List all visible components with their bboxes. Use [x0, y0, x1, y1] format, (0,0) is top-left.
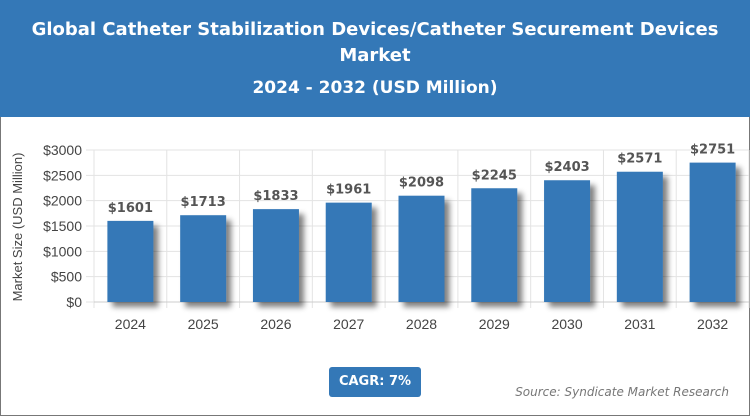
source-note: Source: Syndicate Market Research [515, 385, 729, 399]
y-axis-label: Market Size (USD Million) [10, 153, 25, 302]
x-tick-label: 2032 [697, 316, 728, 332]
x-tick-label: 2027 [333, 316, 364, 332]
bar-chart: Market Size (USD Million) $0 $500 $1000 $15… [10, 142, 750, 332]
data-label: $2245 [472, 168, 517, 183]
data-label: $2403 [544, 160, 589, 175]
y-tick-label: $2500 [43, 167, 82, 183]
x-tick-label: 2028 [406, 316, 437, 332]
bar [689, 162, 736, 302]
bar [325, 202, 372, 302]
data-label: $1601 [108, 201, 153, 216]
y-tick-label: $1500 [43, 218, 82, 234]
y-tick-label: $3000 [43, 142, 82, 158]
x-tick-label: 2031 [624, 316, 655, 332]
data-label: $1713 [181, 195, 226, 210]
chart-header: Global Catheter Stabilization Devices/Ca… [0, 0, 750, 117]
chart-title: Global Catheter Stabilization Devices/Ca… [31, 19, 719, 66]
data-label: $2751 [690, 143, 735, 158]
bar [398, 195, 445, 302]
x-tick-label: 2024 [115, 316, 146, 332]
x-tick-label: 2030 [551, 316, 582, 332]
bar [616, 171, 663, 302]
data-label: $1961 [326, 183, 371, 198]
y-tick-label: $500 [51, 269, 82, 285]
y-tick-label: $2000 [43, 193, 82, 209]
y-tick-label: $1000 [43, 243, 82, 259]
cagr-badge: CAGR: 7% [329, 367, 421, 397]
x-tick-label: 2029 [479, 316, 510, 332]
data-label: $1833 [253, 189, 298, 204]
chart-subtitle: 2024 - 2032 (USD Million) [252, 78, 498, 98]
data-label: $2098 [399, 176, 444, 191]
bar [471, 188, 518, 302]
y-tick-label: $0 [66, 294, 82, 310]
bar [544, 180, 591, 302]
bar [252, 209, 299, 302]
bar [107, 220, 154, 302]
bar [180, 215, 227, 302]
data-label: $2571 [617, 152, 662, 167]
x-tick-label: 2025 [188, 316, 219, 332]
x-tick-label: 2026 [260, 316, 291, 332]
